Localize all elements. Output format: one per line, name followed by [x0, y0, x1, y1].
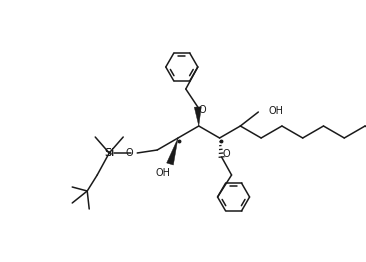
- Text: Si: Si: [104, 148, 114, 158]
- Polygon shape: [194, 107, 201, 126]
- Text: OH: OH: [156, 168, 171, 178]
- Text: O: O: [126, 148, 133, 158]
- Text: O: O: [223, 149, 230, 159]
- Polygon shape: [167, 138, 178, 165]
- Text: O: O: [199, 105, 206, 115]
- Text: OH: OH: [268, 106, 283, 116]
- Text: Si: Si: [104, 148, 114, 158]
